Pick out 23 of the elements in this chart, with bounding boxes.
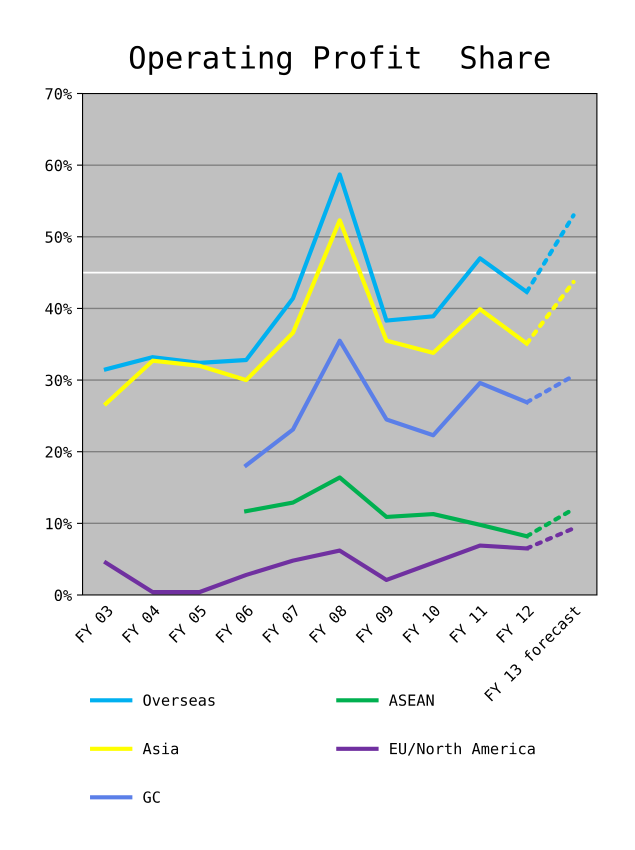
x-tick-label: FY 04 [122,604,161,644]
x-tick-label: FY 07 [262,604,301,644]
y-tick-label: 20% [46,446,72,458]
y-tick-label: 30% [46,374,72,386]
x-tick-label: FY 11 [449,604,488,643]
chart-title: Operating Profit Share [130,45,550,76]
y-tick-label: 0% [54,590,72,602]
legend-label: ASEAN [389,694,434,706]
y-tick-label: 40% [45,302,72,314]
x-tick-label: FY 10 [402,604,441,644]
x-tick-label: FY 09 [355,604,394,644]
x-tick-label: FY 08 [308,604,348,644]
x-tick-label: FY 05 [168,604,208,644]
y-tick-label: 50% [46,231,72,243]
legend-label: Asia [142,742,178,754]
legend-label: Overseas [143,694,215,706]
y-tick-label: 10% [46,518,72,530]
y-tick-label: 70% [46,88,72,100]
x-tick-label: FY 06 [215,604,254,644]
legend-label: EU/North America [390,742,535,756]
y-tick-label: 60% [46,160,72,172]
x-tick-label: FY 03 [74,604,114,644]
legend-label: GC [143,791,160,803]
